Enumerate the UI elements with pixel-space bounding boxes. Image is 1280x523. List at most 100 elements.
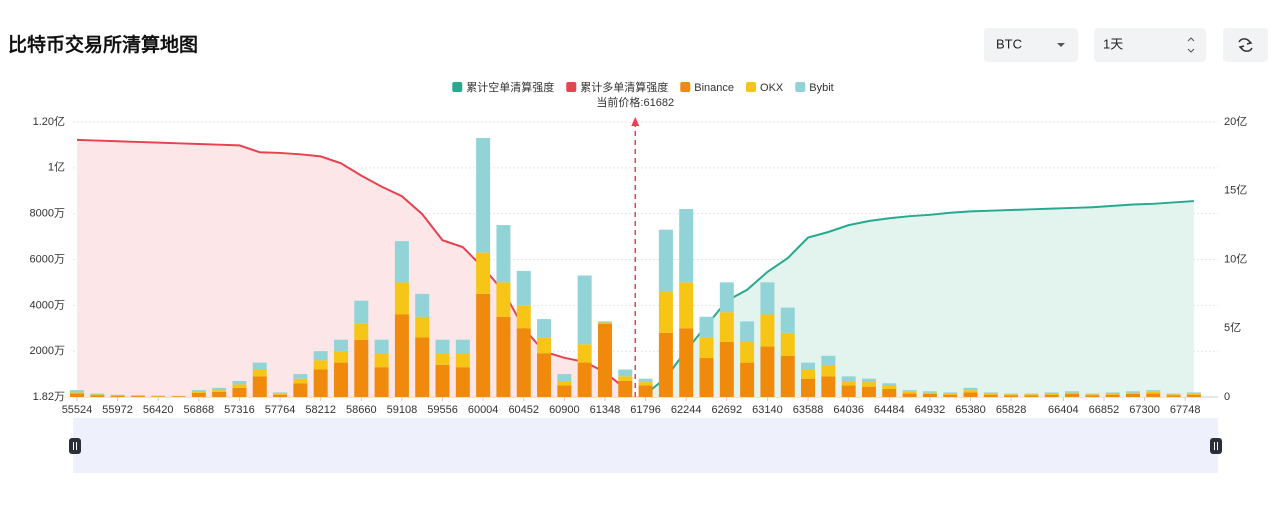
bar (212, 390, 226, 392)
x-tick-label: 64484 (874, 404, 905, 416)
zoom-slider[interactable] (73, 418, 1218, 473)
bar (496, 317, 510, 397)
bar (1004, 394, 1018, 395)
bar (192, 391, 206, 392)
bar (557, 381, 571, 386)
x-tick-label: 65828 (996, 404, 1027, 416)
bar (1146, 392, 1160, 394)
legend-marker (452, 82, 462, 92)
bar (1085, 394, 1099, 395)
legend-label[interactable]: 累计多单清算强度 (580, 80, 668, 94)
x-tick-label: 63140 (752, 404, 783, 416)
x-tick-label: 65380 (955, 404, 986, 416)
bar (842, 386, 856, 397)
bar (1024, 394, 1038, 395)
bar (111, 396, 125, 397)
chart-title: 比特币交易所清算地图 (8, 33, 198, 56)
bar (1126, 391, 1140, 392)
bar (923, 391, 937, 392)
bar (1045, 394, 1059, 395)
bar (618, 381, 632, 397)
bar (273, 394, 287, 395)
bar (395, 241, 409, 282)
bar (131, 396, 145, 397)
bar (334, 351, 348, 362)
bar (232, 381, 246, 384)
legend-marker (680, 82, 690, 92)
bar (1024, 395, 1038, 397)
bar (720, 282, 734, 312)
bar (740, 342, 754, 363)
bar (943, 392, 957, 393)
bar (90, 394, 104, 395)
y-tick-label: 8000万 (30, 208, 65, 220)
bar (1146, 394, 1160, 397)
y-tick-label: 2000万 (30, 345, 65, 357)
bar (476, 294, 490, 397)
bar (639, 386, 653, 397)
bar (517, 271, 531, 305)
zoom-handle-left[interactable] (69, 438, 81, 454)
bar (1045, 392, 1059, 393)
bar (375, 353, 389, 367)
refresh-button[interactable] (1223, 28, 1268, 62)
x-tick-label: 58212 (305, 404, 336, 416)
bar (1146, 390, 1160, 392)
legend-label[interactable]: 累计空单清算强度 (466, 80, 554, 94)
bar (700, 317, 714, 338)
bar (415, 294, 429, 317)
bar (212, 388, 226, 390)
bar (760, 347, 774, 397)
bar (557, 374, 571, 381)
symbol-value[interactable]: BTC (996, 36, 1022, 51)
bar (639, 379, 653, 382)
bar (1045, 395, 1059, 397)
x-tick-label: 56868 (184, 404, 215, 416)
y-tick-label: 1.20亿 (33, 115, 65, 128)
bar (801, 363, 815, 370)
bar (1167, 394, 1181, 395)
bar (476, 253, 490, 294)
bar (232, 384, 246, 387)
bar (618, 376, 632, 381)
bar (882, 389, 896, 397)
bar (679, 282, 693, 328)
bar (476, 138, 490, 253)
y-tick-label: 1.82万 (33, 391, 65, 403)
y2-tick-label: 10亿 (1224, 252, 1247, 265)
bar (1065, 394, 1079, 397)
bar (1004, 395, 1018, 397)
bar (679, 328, 693, 397)
bar (456, 367, 470, 397)
legend-label[interactable]: Binance (694, 82, 734, 94)
y2-tick-label: 20亿 (1224, 115, 1247, 128)
zoom-handle-right[interactable] (1210, 438, 1222, 454)
bar (354, 340, 368, 397)
interval-value[interactable]: 1天 (1103, 36, 1123, 51)
bar (253, 376, 267, 397)
bar (517, 328, 531, 397)
legend-label[interactable]: OKX (760, 82, 784, 94)
bar (578, 363, 592, 397)
bar (964, 388, 978, 390)
bar (496, 225, 510, 282)
bar (598, 323, 612, 324)
bar (1024, 394, 1038, 395)
legend-label[interactable]: Bybit (809, 82, 833, 94)
bar (517, 305, 531, 328)
bar (659, 230, 673, 292)
bar (639, 382, 653, 385)
bar (801, 379, 815, 397)
bar (578, 344, 592, 362)
bar (862, 379, 876, 382)
bar (882, 386, 896, 389)
x-tick-label: 62244 (671, 404, 702, 416)
bar (456, 340, 470, 354)
bar (375, 367, 389, 397)
bar (821, 365, 835, 376)
bar (862, 382, 876, 387)
bar (903, 392, 917, 394)
bar (90, 395, 104, 397)
bar (1126, 394, 1140, 397)
bar (273, 392, 287, 393)
